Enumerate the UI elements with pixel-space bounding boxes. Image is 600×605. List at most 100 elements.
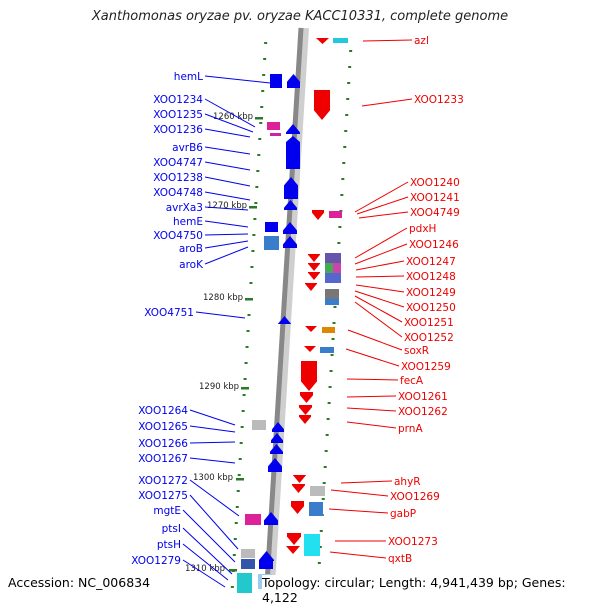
gene-label-avrxa3[interactable]: avrXa3 <box>166 202 203 214</box>
gene-label-xoo1265[interactable]: XOO1265 <box>138 421 188 433</box>
scale-dot <box>255 186 259 188</box>
gene-arrow <box>264 512 278 525</box>
gene-label-xoo1264[interactable]: XOO1264 <box>138 405 188 417</box>
gene-label-xoo4748[interactable]: XOO4748 <box>153 187 203 199</box>
gene-label-xoo1247[interactable]: XOO1247 <box>406 256 456 268</box>
scale-labels: 1260 kbp 1270 kbp 1280 kbp 1290 kbp 1300 kbp… <box>185 112 263 574</box>
scale-dot <box>238 458 242 460</box>
scale-dots <box>230 42 353 596</box>
gene-label-xoo1251[interactable]: XOO1251 <box>404 317 454 329</box>
scale-dot <box>234 522 238 524</box>
leader-line <box>204 75 271 84</box>
gene-label-xoo1262[interactable]: XOO1262 <box>398 406 448 418</box>
scale-dot <box>326 418 330 420</box>
map-title: Xanthomonas oryzae pv. oryzae KACC10331,… <box>91 9 509 24</box>
leader-line <box>328 508 389 514</box>
gene-label-avrb6[interactable]: avrB6 <box>172 142 203 154</box>
gene-label-xoo1236[interactable]: XOO1236 <box>153 124 203 136</box>
gene-block <box>245 514 261 525</box>
leader-line <box>204 191 251 201</box>
gene-label-arok[interactable]: aroK <box>179 259 204 271</box>
scale-dot <box>322 482 326 484</box>
scale-dot <box>343 146 347 148</box>
gene-label-xoo1266[interactable]: XOO1266 <box>138 438 188 450</box>
gene-label-xoo1249[interactable]: XOO1249 <box>406 287 456 299</box>
scale-dot <box>245 346 249 348</box>
genome-summary-text: Topology: circular; Length: 4,941,439 bp… <box>262 575 600 605</box>
gene-label-ptsh[interactable]: ptsH <box>157 539 181 551</box>
leader-line <box>361 98 413 107</box>
scale-dot <box>251 250 255 252</box>
gene-label-xoo1269[interactable]: XOO1269 <box>390 491 440 503</box>
gene-label-xoo1279[interactable]: XOO1279 <box>131 555 181 567</box>
scale-dot <box>249 282 253 284</box>
gene-label-ptsi[interactable]: ptsI <box>162 523 181 535</box>
gene-label-heml[interactable]: hemL <box>174 71 203 83</box>
gene-label-soxr[interactable]: soxR <box>404 345 429 357</box>
scale-dot <box>230 586 234 588</box>
gene-label-feca[interactable]: fecA <box>400 375 424 387</box>
gene-label-xoo4749[interactable]: XOO4749 <box>410 207 460 219</box>
gene-label-xoo1259[interactable]: XOO1259 <box>401 361 451 373</box>
gene-label-xoo4747[interactable]: XOO4747 <box>153 157 203 169</box>
gene-label-gabp[interactable]: gabP <box>390 508 416 520</box>
leader-line <box>189 494 239 550</box>
scale-label: 1280 kbp <box>203 293 243 303</box>
gene-label-xoo1248[interactable]: XOO1248 <box>406 271 456 283</box>
scale-dot <box>321 498 325 500</box>
leader-line <box>340 480 393 484</box>
scale-dot <box>235 506 239 508</box>
gene-block <box>252 420 266 430</box>
gene-label-xoo1252[interactable]: XOO1252 <box>404 332 454 344</box>
gene-label-qxtb[interactable]: qxtB <box>388 553 412 565</box>
gene-label-xoo1241[interactable]: XOO1241 <box>410 192 460 204</box>
scale-dot <box>264 42 268 44</box>
gene-label-xoo1240[interactable]: XOO1240 <box>410 177 460 189</box>
scale-label: 1310 kbp <box>185 564 225 574</box>
gene-label-xoo1273[interactable]: XOO1273 <box>388 536 438 548</box>
gene-label-xoo1246[interactable]: XOO1246 <box>409 239 459 251</box>
leader-line <box>182 559 226 588</box>
gene-label-xoo1233[interactable]: XOO1233 <box>414 94 464 106</box>
leader-line <box>330 489 389 497</box>
scale-tick <box>245 298 253 301</box>
gene-block <box>241 559 255 569</box>
gene-label-heme[interactable]: hemE <box>173 216 203 228</box>
gene-label-prna[interactable]: prnA <box>398 423 423 435</box>
gene-label-xoo1238[interactable]: XOO1238 <box>153 172 203 184</box>
leader-line <box>354 301 403 338</box>
scale-tick <box>255 117 263 120</box>
gene-block <box>325 289 339 299</box>
gene-label-xoo1275[interactable]: XOO1275 <box>138 490 188 502</box>
gene-block <box>259 561 273 569</box>
leader-line <box>189 409 236 426</box>
gene-label-pdxh[interactable]: pdxH <box>409 223 436 235</box>
leader-line <box>358 211 409 219</box>
gene-label-xoo1234[interactable]: XOO1234 <box>153 94 203 106</box>
leader-line <box>204 98 256 128</box>
scale-dot <box>347 82 351 84</box>
gene-arrow <box>312 210 324 220</box>
gene-block <box>329 211 342 218</box>
gene-label-xoo1272[interactable]: XOO1272 <box>138 475 188 487</box>
gene-label-xoo4750[interactable]: XOO4750 <box>153 230 203 242</box>
gene-label-azl[interactable]: azl <box>414 35 429 47</box>
leader-line <box>204 233 249 236</box>
gene-label-xoo1250[interactable]: XOO1250 <box>406 302 456 314</box>
scale-dot <box>246 330 250 332</box>
gene-arrow <box>305 326 317 332</box>
gene-label-arob[interactable]: aroB <box>179 243 203 255</box>
gene-label-xoo1261[interactable]: XOO1261 <box>398 391 448 403</box>
gene-label-xoo1235[interactable]: XOO1235 <box>153 109 203 121</box>
gene-label-xoo4751[interactable]: XOO4751 <box>144 307 194 319</box>
gene-block <box>309 502 323 516</box>
gene-arrow <box>278 316 291 324</box>
gene-label-xoo1267[interactable]: XOO1267 <box>138 453 188 465</box>
leader-line <box>189 441 236 444</box>
gene-label-ahyr[interactable]: ahyR <box>394 476 421 488</box>
gene-arrow <box>300 392 313 403</box>
scale-dot <box>262 74 266 76</box>
scale-dot <box>250 266 254 268</box>
leader-line <box>354 181 409 213</box>
gene-label-mgte[interactable]: mgtE <box>153 505 181 517</box>
